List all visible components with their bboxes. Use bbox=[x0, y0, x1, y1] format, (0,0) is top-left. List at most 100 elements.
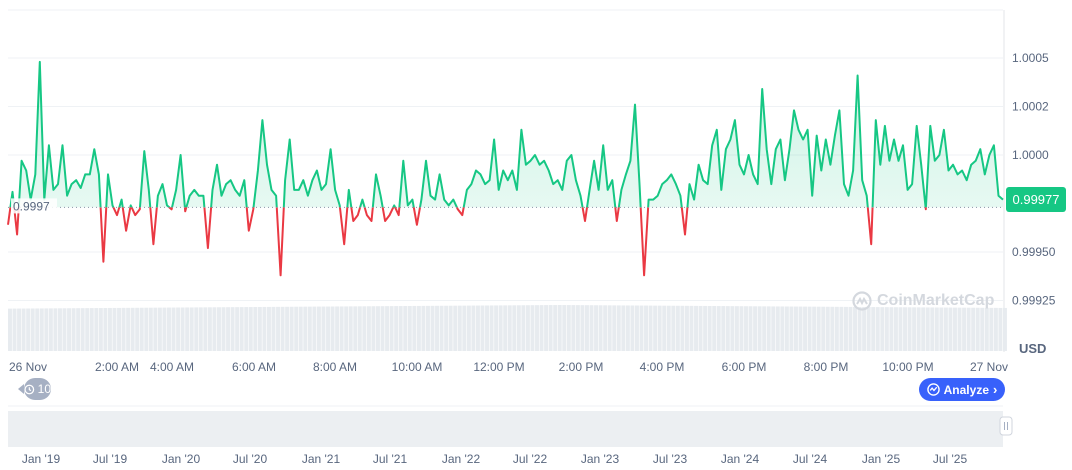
volume-bar bbox=[839, 306, 844, 351]
data-point bbox=[411, 199, 413, 201]
data-point bbox=[171, 208, 173, 210]
volume-bar bbox=[857, 306, 862, 351]
navigator-tick-label: Jul '21 bbox=[373, 452, 408, 466]
volume-bar bbox=[89, 308, 94, 351]
data-point bbox=[161, 183, 163, 185]
volume-bar bbox=[930, 307, 935, 351]
data-point bbox=[320, 189, 322, 191]
volume-bar bbox=[53, 308, 58, 351]
data-point bbox=[966, 179, 968, 181]
volume-bar bbox=[444, 305, 449, 351]
data-point bbox=[761, 88, 763, 90]
data-point bbox=[75, 179, 77, 181]
volume-bar bbox=[266, 306, 271, 351]
volume-bar bbox=[398, 306, 403, 351]
volume-bar bbox=[639, 305, 644, 351]
volume-bar bbox=[416, 305, 421, 351]
volume-bar bbox=[716, 306, 721, 351]
data-point bbox=[430, 195, 432, 197]
y-tick-label: 1.0005 bbox=[1012, 51, 1049, 65]
data-point bbox=[448, 204, 450, 206]
data-point bbox=[93, 148, 95, 150]
data-point bbox=[729, 138, 731, 140]
volume-bar bbox=[794, 306, 798, 351]
volume-bar bbox=[385, 306, 390, 351]
volume-bar bbox=[648, 305, 653, 351]
data-point bbox=[589, 189, 591, 191]
volume-bar bbox=[780, 306, 785, 351]
volume-bar bbox=[666, 305, 671, 351]
navigator-range[interactable] bbox=[8, 411, 1003, 447]
data-point bbox=[666, 179, 668, 181]
data-point bbox=[629, 160, 631, 162]
volume-bar bbox=[825, 306, 830, 351]
data-point bbox=[748, 154, 750, 156]
volume-bar bbox=[85, 308, 90, 351]
data-point bbox=[393, 204, 395, 206]
volume-bar bbox=[330, 306, 335, 351]
data-point bbox=[707, 183, 709, 185]
analyze-button[interactable]: Analyze › bbox=[919, 378, 1005, 401]
data-point bbox=[643, 274, 645, 276]
data-point bbox=[39, 61, 41, 63]
data-point bbox=[648, 199, 650, 201]
x-tick-label: 26 Nov bbox=[9, 360, 47, 374]
volume-bar bbox=[71, 308, 76, 351]
navigator-tick-label: Jan '22 bbox=[442, 452, 481, 466]
data-point bbox=[888, 160, 890, 162]
data-point bbox=[843, 183, 845, 185]
volume-bar bbox=[644, 305, 649, 351]
volume-bar bbox=[798, 306, 803, 351]
data-point bbox=[175, 189, 177, 191]
history-button[interactable]: 10 bbox=[18, 378, 51, 400]
x-tick-label: 8:00 PM bbox=[804, 360, 849, 374]
watermark-text: CoinMarketCap bbox=[877, 292, 995, 309]
navigator-tick-label: Jan '20 bbox=[162, 452, 201, 466]
data-point bbox=[693, 199, 695, 201]
navigator-tick-label: Jan '23 bbox=[581, 452, 620, 466]
data-point bbox=[89, 173, 91, 175]
data-point bbox=[988, 154, 990, 156]
volume-bar bbox=[1003, 307, 1007, 351]
volume-bar bbox=[834, 306, 839, 351]
data-point bbox=[280, 274, 282, 276]
volume-bar bbox=[775, 306, 780, 351]
volume-bar bbox=[21, 308, 26, 351]
volume-bar bbox=[998, 307, 1003, 351]
volume-bar bbox=[771, 306, 776, 351]
volume-bar bbox=[167, 307, 171, 351]
data-point bbox=[866, 195, 868, 197]
data-point bbox=[352, 220, 354, 222]
navigator-tick-label: Jan '24 bbox=[721, 452, 760, 466]
volume-bar bbox=[675, 305, 680, 351]
data-point bbox=[570, 154, 572, 156]
data-point bbox=[852, 170, 854, 172]
data-point bbox=[52, 189, 54, 191]
volume-bar bbox=[530, 305, 535, 351]
volume-bar bbox=[212, 307, 217, 351]
data-point bbox=[675, 183, 677, 185]
data-point bbox=[938, 154, 940, 156]
data-point bbox=[275, 195, 277, 197]
data-point bbox=[66, 195, 68, 197]
data-point bbox=[12, 191, 14, 193]
volume-bar bbox=[575, 305, 580, 351]
volume-bar bbox=[353, 306, 358, 351]
data-point bbox=[389, 214, 391, 216]
volume-bar bbox=[875, 307, 880, 351]
data-point bbox=[516, 189, 518, 191]
data-point bbox=[216, 164, 218, 166]
data-point bbox=[979, 148, 981, 150]
volume-bar bbox=[130, 307, 135, 351]
data-point bbox=[838, 109, 840, 111]
navigator-tick-label: Jan '25 bbox=[862, 452, 901, 466]
data-point bbox=[207, 247, 209, 249]
y-tick-label: 1.0002 bbox=[1012, 100, 1049, 114]
data-point bbox=[679, 195, 681, 197]
volume-bar bbox=[107, 307, 112, 351]
volume-bar bbox=[757, 306, 762, 351]
data-point bbox=[475, 170, 477, 172]
data-point bbox=[407, 204, 409, 206]
navigator-handle[interactable] bbox=[999, 416, 1013, 436]
